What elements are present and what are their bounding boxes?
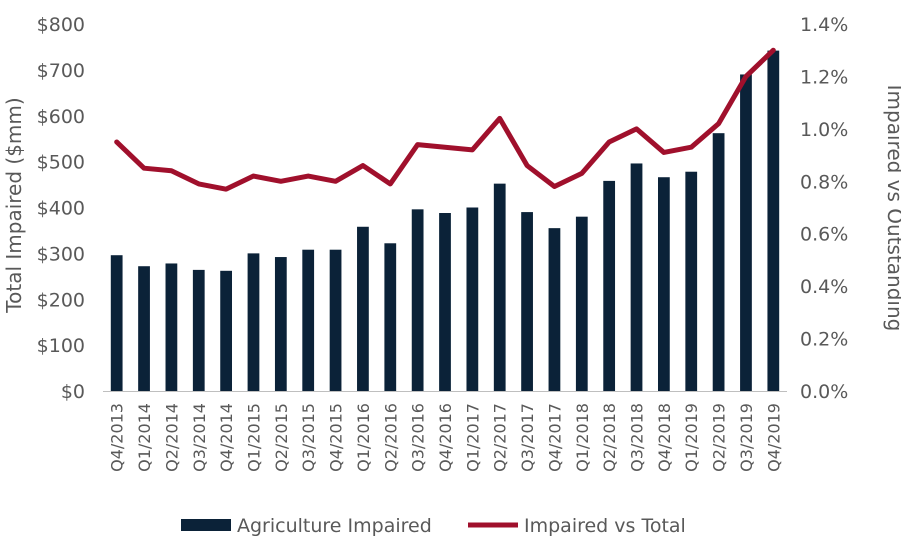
bar bbox=[274, 257, 287, 391]
line-series-impaired-vs-total bbox=[114, 47, 776, 192]
y-left-tick-label: $100 bbox=[37, 335, 85, 357]
y-left-tick-label: $400 bbox=[37, 198, 85, 220]
bar bbox=[575, 216, 588, 391]
y-right-tick-label: 0.2% bbox=[800, 329, 848, 351]
bar bbox=[657, 177, 670, 391]
x-tick-label: Q3/2019 bbox=[737, 403, 756, 472]
x-tick-label: Q4/2014 bbox=[217, 403, 236, 472]
y-left-tick-label: $500 bbox=[37, 152, 85, 174]
legend-label-impaired-vs-total: Impaired vs Total bbox=[524, 515, 686, 537]
x-tick-label: Q1/2019 bbox=[682, 403, 701, 472]
x-tick-label: Q4/2016 bbox=[436, 403, 455, 472]
x-tick-label: Q1/2016 bbox=[354, 403, 373, 472]
x-tick-label: Q3/2014 bbox=[190, 403, 209, 472]
bar bbox=[110, 255, 123, 391]
x-tick-label: Q4/2019 bbox=[764, 403, 783, 472]
x-tick-label: Q1/2017 bbox=[463, 403, 482, 472]
bar bbox=[220, 270, 233, 391]
x-tick-label: Q3/2016 bbox=[409, 403, 428, 472]
bar bbox=[329, 249, 342, 391]
x-tick-label: Q1/2018 bbox=[573, 403, 592, 472]
legend: Agriculture Impaired Impaired vs Total bbox=[181, 515, 686, 537]
bar bbox=[548, 228, 561, 391]
x-tick-label: Q4/2015 bbox=[327, 403, 346, 472]
y-left-tick-labels: $0 $100 $200 $300 $400 $500 $600 $700 $800 bbox=[37, 14, 85, 403]
bar bbox=[384, 243, 397, 391]
y-left-tick-label: $800 bbox=[37, 14, 85, 36]
legend-swatch-agriculture-impaired bbox=[181, 519, 231, 531]
y-left-tick-label: $700 bbox=[37, 60, 85, 82]
x-tick-label: Q3/2017 bbox=[518, 403, 537, 472]
y-left-tick-label: $600 bbox=[37, 106, 85, 128]
y-right-tick-label: 1.4% bbox=[800, 14, 848, 36]
y-right-axis-title: Impaired vs Outstanding bbox=[883, 85, 901, 332]
bar bbox=[302, 249, 315, 391]
bar bbox=[712, 133, 725, 391]
y-left-tick-label: $300 bbox=[37, 243, 85, 265]
x-tick-label: Q4/2017 bbox=[545, 403, 564, 472]
bar bbox=[357, 226, 369, 391]
bar bbox=[521, 212, 533, 391]
bar bbox=[439, 213, 451, 391]
x-tick-label: Q2/2017 bbox=[491, 403, 510, 472]
bar bbox=[165, 263, 178, 391]
x-tick-label: Q3/2015 bbox=[299, 403, 318, 472]
x-tick-label: Q4/2018 bbox=[655, 403, 674, 472]
bar bbox=[603, 180, 616, 391]
x-tick-label: Q1/2015 bbox=[244, 403, 263, 472]
bar bbox=[192, 269, 205, 391]
y-right-tick-label: 1.2% bbox=[800, 66, 848, 88]
x-tick-label: Q2/2014 bbox=[162, 403, 181, 472]
bar bbox=[493, 183, 506, 391]
x-tick-label: Q4/2013 bbox=[108, 403, 127, 472]
bar-series bbox=[110, 50, 780, 392]
x-tick-label: Q2/2018 bbox=[600, 403, 619, 472]
bar bbox=[411, 209, 424, 391]
y-right-tick-label: 0.4% bbox=[800, 276, 848, 298]
bar bbox=[740, 74, 752, 392]
x-tick-label: Q1/2014 bbox=[135, 403, 154, 472]
y-left-axis-title: Total Impaired ($mm) bbox=[2, 97, 26, 313]
bar bbox=[247, 253, 260, 391]
y-right-tick-label: 0.0% bbox=[800, 381, 848, 403]
y-left-tick-label: $200 bbox=[37, 289, 85, 311]
x-tick-labels: Q4/2013 Q1/2014 Q2/2014 Q3/2014 Q4/2014 Q1/20… bbox=[108, 403, 784, 472]
x-tick-label: Q2/2019 bbox=[710, 403, 729, 472]
y-right-tick-label: 1.0% bbox=[800, 119, 848, 141]
y-right-tick-labels: 0.0% 0.2% 0.4% 0.6% 0.8% 1.0% 1.2% 1.4% bbox=[800, 14, 848, 403]
y-right-tick-label: 0.6% bbox=[800, 224, 848, 246]
legend-label-agriculture-impaired: Agriculture Impaired bbox=[237, 515, 432, 537]
bar bbox=[466, 207, 479, 391]
y-right-tick-label: 0.8% bbox=[800, 171, 848, 193]
y-left-tick-label: $0 bbox=[61, 381, 85, 403]
bar bbox=[630, 163, 643, 391]
bar bbox=[138, 266, 150, 391]
bar bbox=[685, 171, 698, 391]
x-tick-label: Q2/2015 bbox=[272, 403, 291, 472]
x-tick-label: Q2/2016 bbox=[381, 403, 400, 472]
bar bbox=[767, 50, 780, 392]
x-tick-label: Q3/2018 bbox=[628, 403, 647, 472]
